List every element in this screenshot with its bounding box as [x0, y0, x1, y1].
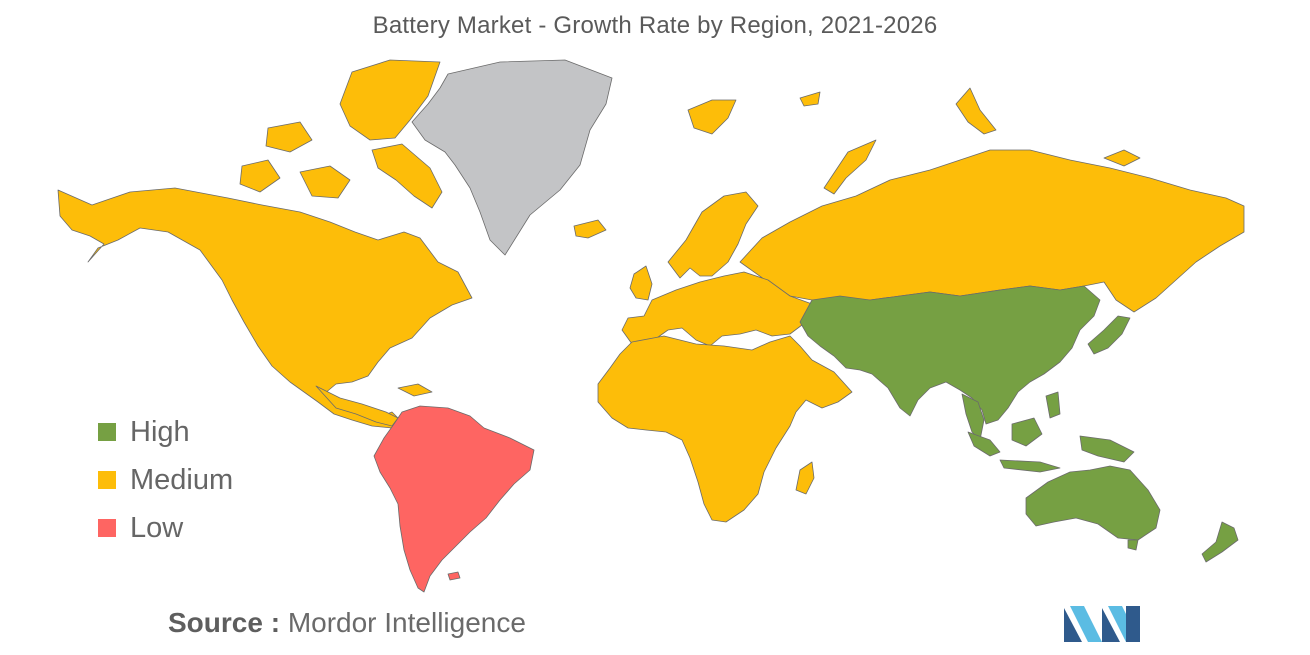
- source-value: Mordor Intelligence: [287, 607, 526, 638]
- legend-item-medium: Medium: [98, 456, 233, 504]
- region-indonesia-b: [1011, 417, 1043, 447]
- region-europe: [621, 271, 813, 347]
- region-scandinavia: [667, 191, 759, 279]
- region-uk: [629, 265, 653, 301]
- region-madagascar: [795, 461, 815, 495]
- legend-swatch-high: [98, 423, 116, 441]
- region-novaya-zemlya: [823, 139, 877, 195]
- legend-item-high: High: [98, 408, 233, 456]
- region-islands-c: [265, 121, 313, 153]
- region-new-zealand: [1201, 521, 1239, 563]
- region-baffin: [371, 143, 443, 209]
- legend-swatch-medium: [98, 471, 116, 489]
- region-svalbard: [687, 99, 737, 135]
- region-greenland: [411, 59, 613, 256]
- region-iceland: [573, 219, 607, 239]
- region-south-america: [373, 405, 535, 593]
- region-caribbean: [397, 383, 433, 397]
- region-asia: [799, 285, 1101, 425]
- legend-label-medium: Medium: [130, 463, 234, 496]
- legend-item-low: Low: [98, 504, 233, 552]
- region-russia: [739, 149, 1245, 313]
- source-label: Source :: [168, 607, 281, 638]
- source-credit: Source : Mordor Intelligence: [168, 607, 526, 639]
- map-legend: High Medium Low: [98, 408, 233, 552]
- region-new-guinea: [1079, 435, 1135, 463]
- region-franz-josef: [799, 91, 821, 107]
- region-australia: [1025, 465, 1161, 541]
- region-tasmania: [1127, 539, 1139, 551]
- legend-label-high: High: [130, 415, 190, 448]
- region-japan: [1087, 315, 1131, 355]
- region-indonesia-a: [967, 431, 1001, 457]
- chart-title: Battery Market - Growth Rate by Region, …: [372, 12, 938, 39]
- region-arctic-islands: [339, 59, 441, 141]
- mordor-intelligence-logo-icon: [1064, 606, 1140, 642]
- region-islands-a: [299, 165, 351, 199]
- region-africa-middle-east: [597, 335, 853, 523]
- region-severnaya: [955, 87, 997, 135]
- region-philippines: [1045, 391, 1061, 419]
- region-indonesia-c: [999, 459, 1061, 473]
- region-islands-b: [239, 159, 281, 193]
- region-new-siberian: [1103, 149, 1141, 167]
- legend-swatch-low: [98, 519, 116, 537]
- legend-label-low: Low: [130, 511, 184, 544]
- region-falklands: [447, 571, 461, 581]
